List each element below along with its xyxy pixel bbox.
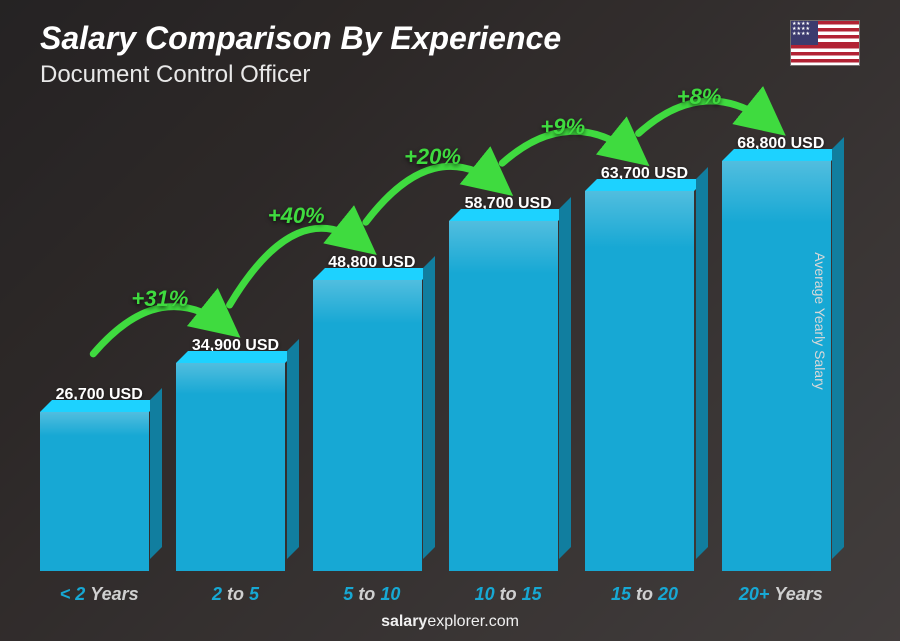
x-axis: < 2 Years 2 to 5 5 to 10 10 to 15 15 to 20 20… xyxy=(40,584,840,605)
x-axis-label: 20+ Years xyxy=(722,584,840,605)
title-block: Salary Comparison By Experience Document… xyxy=(40,20,561,89)
x-axis-label: 5 to 10 xyxy=(313,584,431,605)
footer-brand: salaryexplorer.com xyxy=(0,613,900,631)
chart-container: Salary Comparison By Experience Document… xyxy=(0,0,900,641)
chart-title: Salary Comparison By Experience xyxy=(40,20,561,57)
chart-plot-area: 26,700 USD34,900 USD48,800 USD58,700 USD… xyxy=(40,111,840,571)
y-axis-label: Average Yearly Salary xyxy=(811,252,827,390)
footer-rest: explorer.com xyxy=(427,613,519,630)
footer-bold: salary xyxy=(381,613,427,630)
header: Salary Comparison By Experience Document… xyxy=(40,20,860,89)
increase-arc-icon xyxy=(40,111,840,581)
x-axis-label: 2 to 5 xyxy=(176,584,294,605)
chart-subtitle: Document Control Officer xyxy=(40,61,561,89)
increase-pct-label: +8% xyxy=(677,84,722,110)
x-axis-label: < 2 Years xyxy=(40,584,158,605)
x-axis-label: 10 to 15 xyxy=(449,584,567,605)
x-axis-label: 15 to 20 xyxy=(585,584,703,605)
us-flag-icon: ★★★★★★★★★★★★ xyxy=(790,20,860,66)
